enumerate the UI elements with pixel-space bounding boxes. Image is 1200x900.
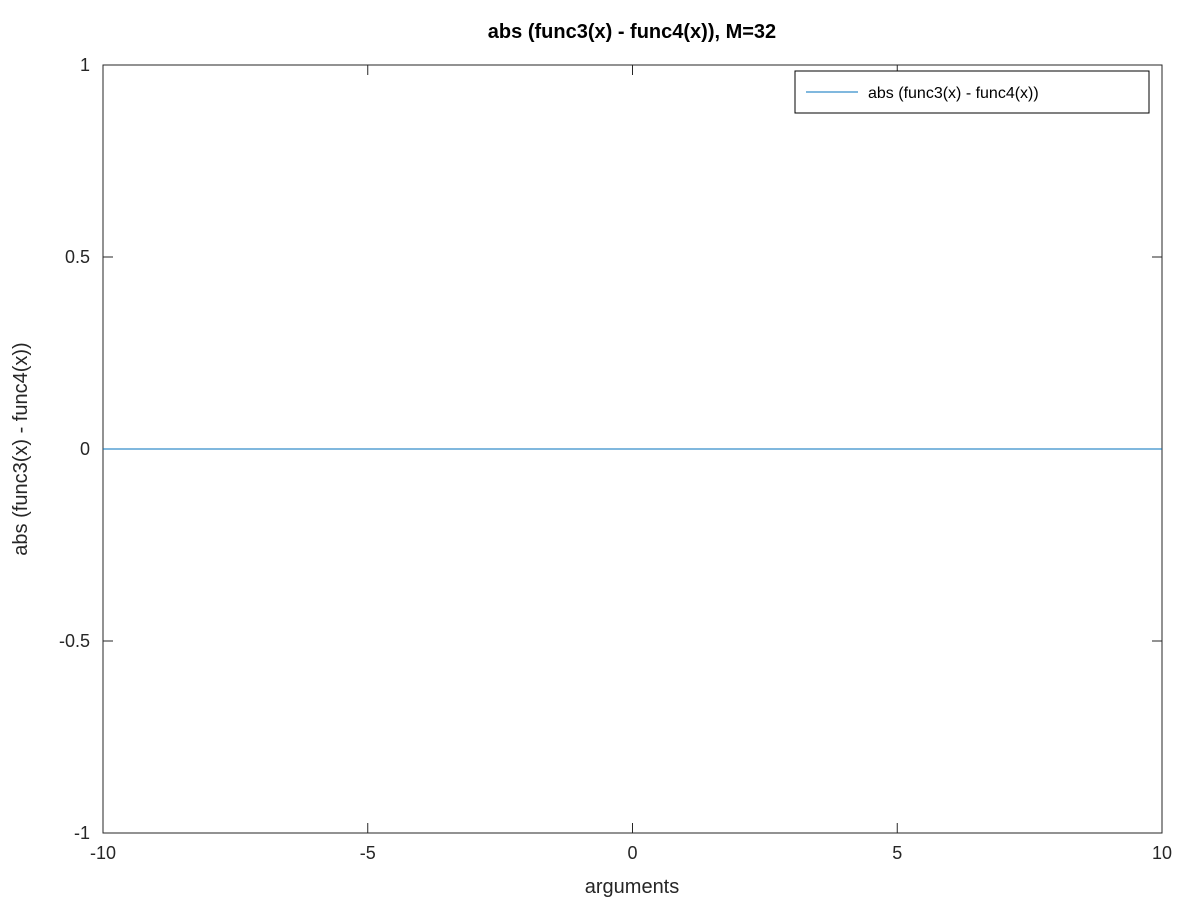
legend-label: abs (func3(x) - func4(x)) bbox=[868, 85, 1039, 102]
x-tick-label: -5 bbox=[360, 843, 376, 863]
x-tick-label: 10 bbox=[1152, 843, 1172, 863]
y-axis-ticks: -1 -0.5 0 0.5 1 bbox=[59, 55, 1162, 843]
legend: abs (func3(x) - func4(x)) bbox=[794, 70, 1150, 114]
y-axis-label: abs (func3(x) - func4(x)) bbox=[10, 342, 32, 555]
y-tick-label: 1 bbox=[80, 55, 90, 75]
x-axis-label: arguments bbox=[585, 876, 680, 898]
chart-title: abs (func3(x) - func4(x)), M=32 bbox=[488, 21, 776, 43]
y-tick-label: -0.5 bbox=[59, 631, 90, 651]
y-tick-label: 0.5 bbox=[65, 247, 90, 267]
x-tick-label: 5 bbox=[892, 843, 902, 863]
x-tick-label: 0 bbox=[627, 843, 637, 863]
y-tick-label: 0 bbox=[80, 439, 90, 459]
x-tick-label: -10 bbox=[90, 843, 116, 863]
x-axis-ticks: -10 -5 0 5 10 bbox=[90, 65, 1172, 863]
y-tick-label: -1 bbox=[74, 823, 90, 843]
